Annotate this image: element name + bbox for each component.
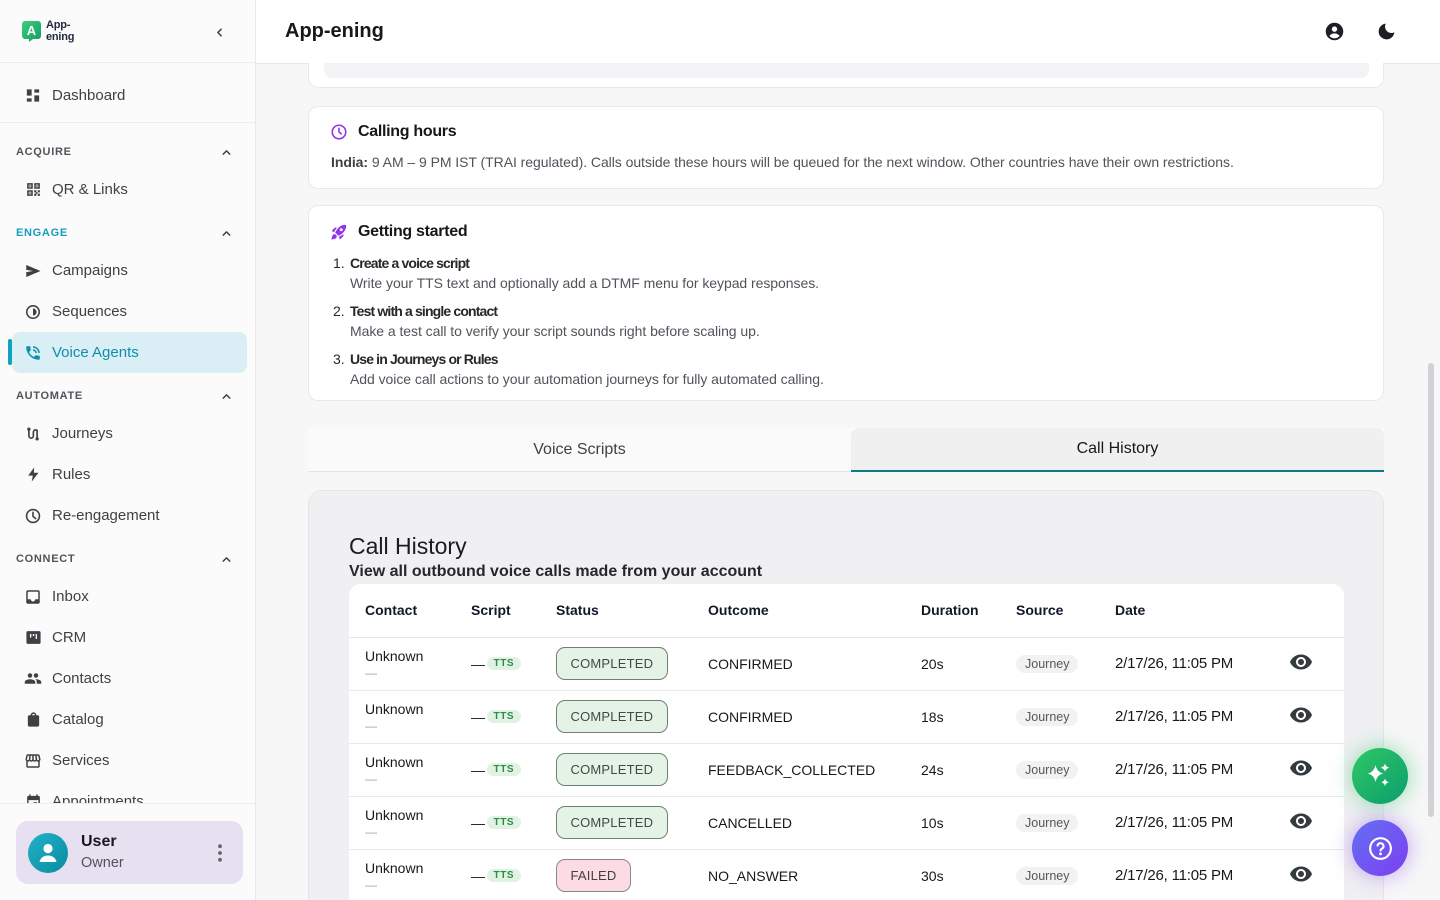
svg-text:A: A <box>27 23 37 38</box>
